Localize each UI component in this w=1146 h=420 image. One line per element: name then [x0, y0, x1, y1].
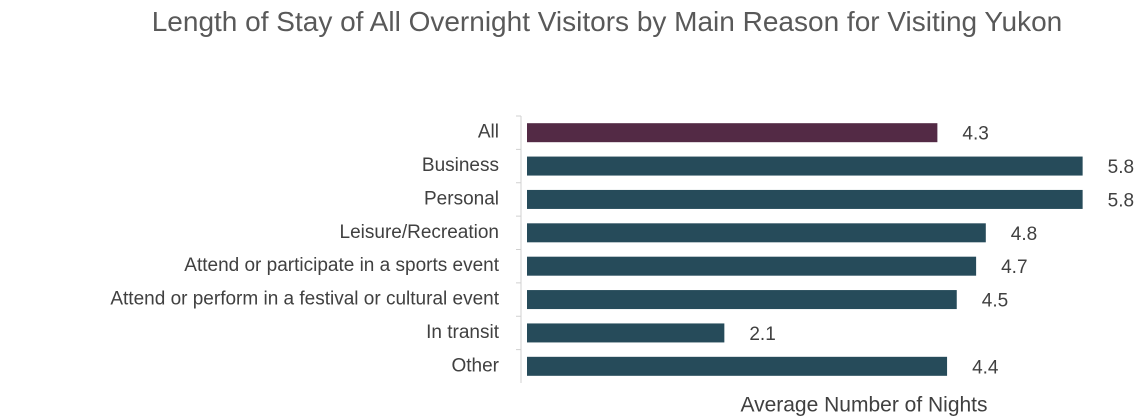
value-label: 4.5	[982, 291, 1008, 312]
y-tick-label: Other	[451, 355, 499, 376]
value-label: 4.3	[962, 124, 988, 145]
y-tick-label: All	[478, 122, 499, 143]
bar	[527, 256, 977, 276]
bar	[527, 156, 1083, 176]
y-tick-label: Personal	[424, 188, 499, 209]
y-tick-label: In transit	[426, 322, 500, 343]
bar	[527, 123, 938, 143]
value-label: 5.8	[1108, 190, 1134, 211]
x-axis-label: Average Number of Nights	[740, 394, 987, 417]
y-tick-label: Attend or participate in a sports event	[184, 255, 499, 276]
chart-title: Length of Stay of All Overnight Visitors…	[151, 6, 1063, 37]
value-label: 2.1	[749, 324, 775, 345]
value-label: 4.8	[1011, 224, 1037, 245]
value-label: 4.7	[1001, 257, 1027, 278]
y-tick-label: Attend or perform in a festival or cultu…	[110, 289, 499, 310]
bar	[527, 356, 948, 376]
bar	[527, 290, 957, 310]
value-label: 5.8	[1108, 157, 1134, 178]
bar	[527, 323, 725, 343]
value-label: 4.4	[972, 357, 999, 378]
bar	[527, 189, 1083, 209]
y-tick-label: Business	[422, 155, 499, 176]
y-tick-label: Leisure/Recreation	[340, 222, 499, 243]
bar	[527, 223, 986, 243]
